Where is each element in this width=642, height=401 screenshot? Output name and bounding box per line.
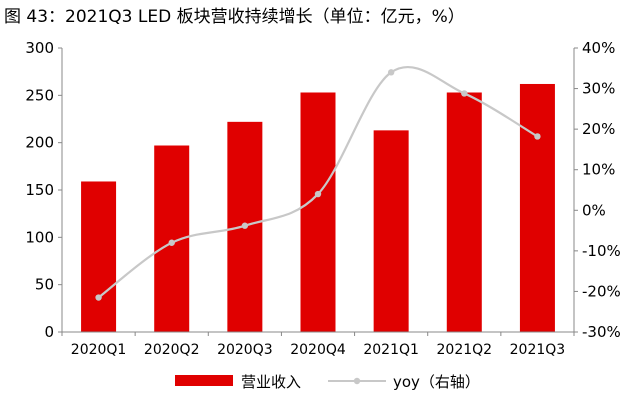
yoy-point-2020Q3 <box>241 222 249 229</box>
legend-line-marker <box>353 377 361 385</box>
yoy-point-2020Q1 <box>95 294 102 301</box>
legend-bar-label: 营业收入 <box>241 373 301 391</box>
bar-2020Q1 <box>81 181 117 332</box>
right-tick-label: 0% <box>582 201 606 219</box>
right-tick-label: -20% <box>582 282 621 300</box>
left-tick-label: 250 <box>25 86 54 104</box>
yoy-point-2021Q1 <box>387 69 395 76</box>
x-tick-label: 2021Q3 <box>510 342 566 358</box>
bar-2021Q1 <box>373 130 409 332</box>
bar-2021Q3 <box>519 83 555 333</box>
right-tick-label: -10% <box>582 242 621 260</box>
x-tick-label: 2021Q1 <box>363 342 419 358</box>
left-tick-label: 100 <box>25 228 54 246</box>
x-tick-label: 2020Q2 <box>144 342 200 358</box>
x-tick-label: 2020Q3 <box>217 342 273 358</box>
legend-line-label: yoy（右轴） <box>393 373 480 391</box>
x-tick-label: 2021Q2 <box>437 342 493 358</box>
left-tick-label: 150 <box>25 181 54 199</box>
right-tick-label: 30% <box>582 80 615 98</box>
bar-2020Q4 <box>300 92 336 332</box>
right-tick-label: 10% <box>582 161 615 179</box>
legend-bar-swatch <box>175 375 233 386</box>
right-tick-label: -30% <box>582 323 621 341</box>
x-tick-label: 2020Q4 <box>290 342 346 358</box>
yoy-point-2021Q3 <box>534 133 541 140</box>
bar-2021Q2 <box>446 92 482 332</box>
x-tick-label: 2020Q1 <box>71 342 127 358</box>
left-tick-label: 50 <box>35 276 54 294</box>
left-tick-label: 200 <box>25 134 54 152</box>
right-tick-label: 40% <box>582 39 615 57</box>
left-tick-label: 0 <box>44 323 54 341</box>
right-tick-label: 20% <box>582 120 615 138</box>
yoy-point-2020Q4 <box>314 190 322 198</box>
yoy-point-2021Q2 <box>461 90 468 97</box>
chart-title: 图 43：2021Q3 LED 板块营收持续增长（单位：亿元，%） <box>4 7 465 27</box>
yoy-point-2020Q2 <box>168 239 175 246</box>
left-tick-label: 300 <box>25 39 54 57</box>
